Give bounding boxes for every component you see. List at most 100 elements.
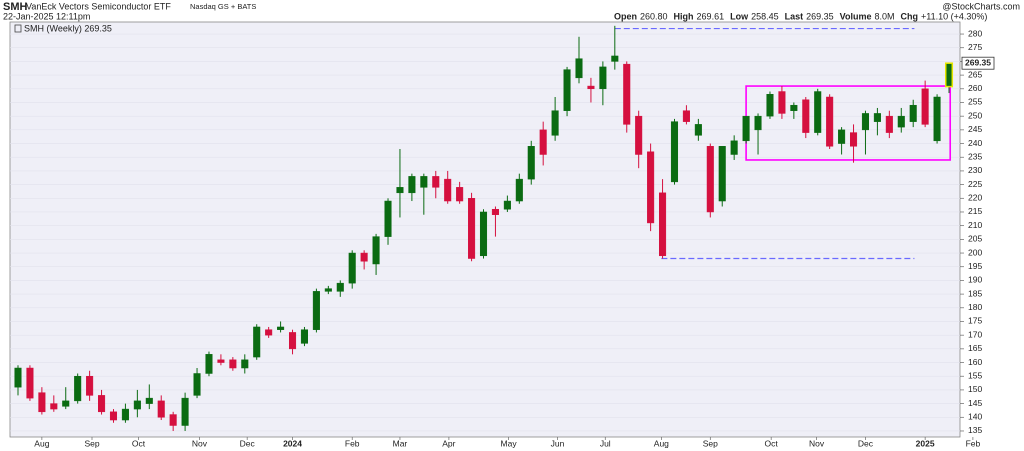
source: @StockCharts.com — [942, 1, 1020, 11]
candle-body — [14, 367, 22, 388]
candle-body — [682, 110, 690, 122]
candle-body — [217, 359, 225, 363]
y-tick-label: 185 — [968, 288, 982, 298]
candle-body — [551, 110, 559, 136]
y-tick-label: 135 — [968, 425, 982, 435]
x-tick-label: Aug — [34, 438, 49, 448]
candle-body — [98, 395, 106, 413]
candle-body — [133, 400, 141, 410]
candle-body — [479, 211, 488, 257]
x-tick-label: Feb — [345, 438, 360, 448]
candle-body — [647, 151, 655, 224]
candle-body — [563, 69, 571, 111]
candle-body — [933, 96, 941, 142]
candle-body — [312, 291, 320, 330]
candle-body — [145, 397, 153, 404]
candle-body — [706, 146, 714, 213]
candle-body — [659, 192, 667, 257]
x-tick-label: Sep — [84, 438, 99, 448]
candle-body — [539, 129, 547, 155]
candle-body — [802, 99, 810, 133]
candle-body — [456, 187, 464, 202]
y-tick-label: 280 — [968, 28, 982, 38]
candle-body — [885, 115, 893, 133]
y-tick-label: 140 — [968, 412, 982, 422]
candle-body — [611, 55, 619, 62]
candle-body — [515, 178, 523, 202]
candle-body — [527, 146, 535, 180]
quote-value: 8.0M — [875, 11, 895, 21]
y-tick-label: 260 — [968, 83, 982, 93]
candle-body — [86, 375, 94, 396]
x-tick-label: Jul — [600, 438, 611, 448]
y-tick-label: 275 — [968, 42, 982, 52]
x-tick-label: Dec — [240, 438, 256, 448]
candle-body — [38, 392, 46, 413]
candle-body — [599, 66, 607, 90]
candle-body — [241, 359, 249, 369]
candle-body — [861, 113, 869, 131]
y-tick-label: 160 — [968, 357, 982, 367]
y-tick-label: 250 — [968, 110, 982, 120]
y-tick-label: 230 — [968, 165, 982, 175]
candle-body — [444, 178, 452, 202]
candle-body — [336, 282, 344, 292]
candle-body — [420, 176, 428, 188]
quote-value: 260.80 — [640, 11, 668, 21]
candle-body — [778, 91, 786, 114]
candle-body — [360, 252, 368, 262]
x-tick-label: Feb — [966, 438, 981, 448]
y-tick-label: 245 — [968, 124, 982, 134]
y-tick-label: 170 — [968, 329, 982, 339]
candle-body — [468, 198, 476, 259]
candle-body — [348, 252, 356, 284]
candle-body — [826, 96, 834, 147]
candle-body — [324, 288, 332, 292]
candle-body — [396, 187, 404, 194]
candle-body — [432, 176, 440, 188]
candle-body — [766, 94, 774, 117]
y-tick-label: 225 — [968, 179, 982, 189]
candle-body — [730, 140, 738, 155]
candle-body — [694, 124, 702, 136]
candle-body — [754, 115, 762, 131]
candle-body — [193, 373, 201, 396]
x-tick-label: 2025 — [916, 438, 935, 448]
candle-body — [849, 132, 858, 147]
candle-body — [873, 113, 881, 122]
candle-body — [384, 200, 392, 237]
candle-body — [635, 115, 643, 155]
quote-label: Open — [614, 11, 637, 21]
quote-value: 258.45 — [751, 11, 779, 21]
quote-label: Low — [730, 11, 749, 21]
candle-body — [623, 63, 631, 125]
x-tick-label: Mar — [393, 438, 408, 448]
candle-body — [503, 200, 511, 210]
y-tick-label: 195 — [968, 261, 982, 271]
candle-body — [205, 354, 213, 374]
candle-body — [62, 400, 70, 407]
candle-body — [300, 329, 308, 344]
y-tick-label: 240 — [968, 138, 982, 148]
candle-body — [50, 403, 58, 410]
candle-body — [944, 62, 954, 88]
y-tick-label: 150 — [968, 384, 982, 394]
candle-body — [74, 375, 82, 402]
y-tick-label: 190 — [968, 275, 982, 285]
y-tick-label: 215 — [968, 206, 982, 216]
y-tick-label: 165 — [968, 343, 982, 353]
quote-value: +11.10 (+4.30%) — [921, 11, 987, 21]
legend: SMH (Weekly) 269.35 — [24, 23, 112, 33]
candle-body — [408, 176, 416, 194]
candle-body — [229, 359, 237, 369]
candle-body — [288, 332, 297, 350]
x-tick-label: Jun — [551, 438, 565, 448]
candle-body — [157, 400, 165, 418]
candle-body — [277, 326, 285, 330]
x-tick-label: Nov — [809, 438, 825, 448]
x-tick-label: Aug — [654, 438, 669, 448]
legend-icon — [14, 24, 22, 33]
candle-body — [742, 115, 750, 142]
timestamp: 22-Jan-2025 12:11pm — [3, 11, 90, 21]
candle-body — [814, 91, 822, 133]
